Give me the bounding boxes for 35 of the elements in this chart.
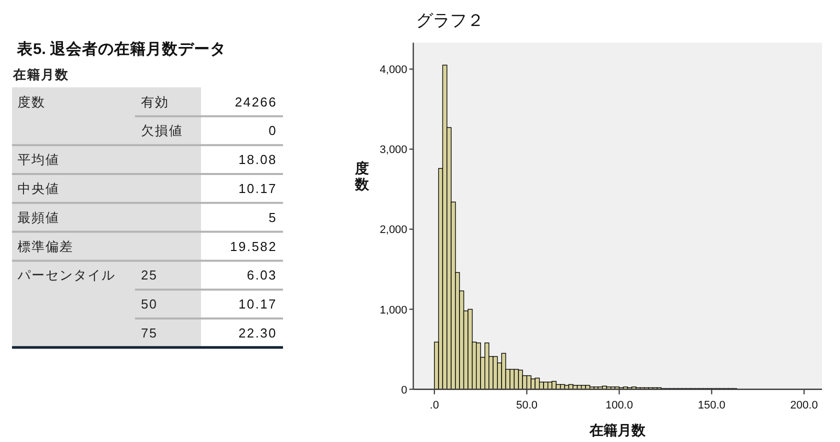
cell: 25 [141,268,158,283]
cell: 欠損値 [141,123,183,138]
ytick: 3,000 [380,144,408,156]
cell: 6.03 [246,268,277,283]
cell: 24266 [234,94,277,110]
xtick: .0 [430,399,439,412]
xtick: 50.0 [516,399,538,412]
title: 表5. 退会者の在籍月数データ [17,41,226,58]
cell: 0 [268,123,277,138]
cell: 22.30 [238,326,277,340]
cell: 10.17 [238,181,277,196]
cell: 有効 [141,94,169,110]
xlabel: 在籍月数 [590,422,646,438]
cell: 最頻値 [18,210,60,225]
xtick: 100.0 [605,399,633,412]
cell: 19.582 [230,238,277,254]
cell: 平均値 [18,152,60,168]
ytick: 0 [401,384,408,396]
ytick: 4,000 [380,64,408,76]
subtitle: 在籍月数 [13,67,69,82]
cell: 5 [268,210,277,225]
cell: パーセンタイル [18,268,116,283]
xtick: 150.0 [698,399,726,412]
cell: 10.17 [238,296,277,312]
cell: 50 [141,296,158,312]
ytick: 2,000 [380,224,408,236]
cell: 標準偏差 [18,238,74,254]
cell: 18.08 [238,152,277,168]
ylabel: 度数 [355,160,369,192]
cell: 75 [141,326,158,340]
cell: 度数 [18,94,46,110]
xtick: 200.0 [790,399,818,412]
cell: 中央値 [18,181,60,196]
title: グラフ２ [416,11,484,30]
ytick: 1,000 [380,304,408,316]
